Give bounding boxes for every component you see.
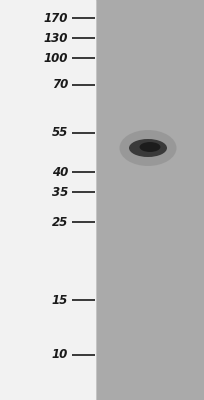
Ellipse shape — [140, 142, 161, 152]
Text: 100: 100 — [44, 52, 68, 64]
Text: 40: 40 — [52, 166, 68, 178]
Text: 55: 55 — [52, 126, 68, 140]
Text: 130: 130 — [44, 32, 68, 44]
Text: 10: 10 — [52, 348, 68, 362]
Bar — [0, 0, 100, 400]
Text: 15: 15 — [52, 294, 68, 306]
Text: 35: 35 — [52, 186, 68, 198]
Text: 170: 170 — [44, 12, 68, 24]
Ellipse shape — [120, 130, 176, 166]
Text: 70: 70 — [52, 78, 68, 92]
Text: 25: 25 — [52, 216, 68, 228]
Ellipse shape — [129, 139, 167, 157]
Bar — [96, 0, 204, 400]
